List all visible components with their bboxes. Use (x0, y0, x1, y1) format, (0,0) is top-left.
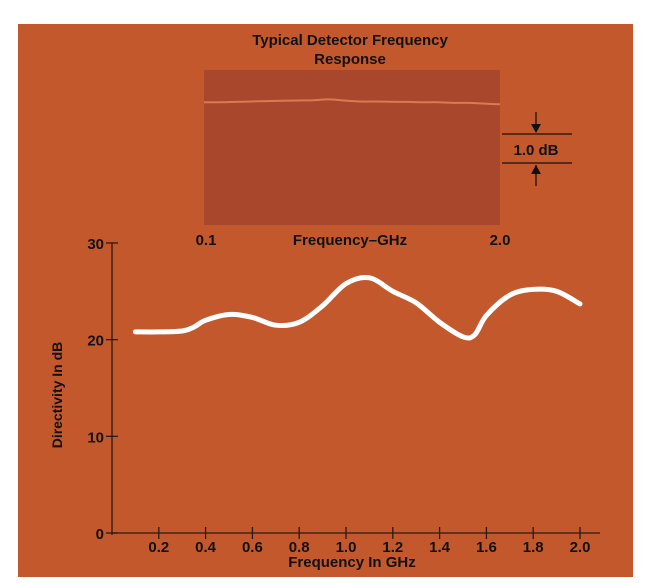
inset-title-line-2: Response (314, 51, 386, 68)
inset-x-tick-label-end: 2.0 (490, 232, 511, 249)
x-tick-label-0.8: 0.8 (289, 539, 310, 556)
x-axis-label: Frequency In GHz (288, 554, 416, 571)
annotation-upper-arrow-head (531, 124, 541, 133)
inset-series-line (203, 98, 501, 106)
x-tick-label-0.6: 0.6 (242, 539, 263, 556)
inset-x-axis-label: Frequency–GHz (293, 232, 407, 249)
inset-oscilloscope-screen (204, 70, 500, 225)
y-axis-ticks: 0 10 20 30 (87, 236, 118, 543)
y-tick-label-30: 30 (87, 236, 104, 253)
directivity-series-line (132, 274, 583, 341)
x-axis-ticks: 0.2 0.4 0.6 0.8 1.0 1.2 1.4 1.6 1.8 2.0 (148, 527, 590, 556)
y-tick-label-0: 0 (96, 526, 104, 543)
main-chart: 0 10 20 30 0.2 0.4 0.6 0.8 1.0 1.2 1.4 1.6 1.8 2.0 D… (49, 236, 600, 571)
x-tick-label-2: 2.0 (570, 539, 591, 556)
inset-title-line-1: Typical Detector Frequency (252, 32, 448, 49)
y-tick-label-20: 20 (87, 333, 104, 350)
x-tick-label-1.8: 1.8 (523, 539, 544, 556)
annotation-label: 1.0 dB (513, 142, 558, 159)
annotation-lower-arrow-head (531, 165, 541, 174)
x-tick-label-1.6: 1.6 (476, 539, 497, 556)
x-tick-label-1: 1.0 (336, 539, 357, 556)
y-axis-label: Directivity In dB (49, 342, 65, 449)
inset-x-tick-label-start: 0.1 (196, 232, 217, 249)
inset-chart: Typical Detector Frequency Response 1.0 … (196, 32, 572, 249)
y-tick-label-10: 10 (87, 429, 104, 446)
x-tick-label-1.4: 1.4 (429, 539, 451, 556)
x-tick-label-1.2: 1.2 (382, 539, 403, 556)
x-tick-label-0.2: 0.2 (148, 539, 169, 556)
x-tick-label-0.4: 0.4 (195, 539, 217, 556)
